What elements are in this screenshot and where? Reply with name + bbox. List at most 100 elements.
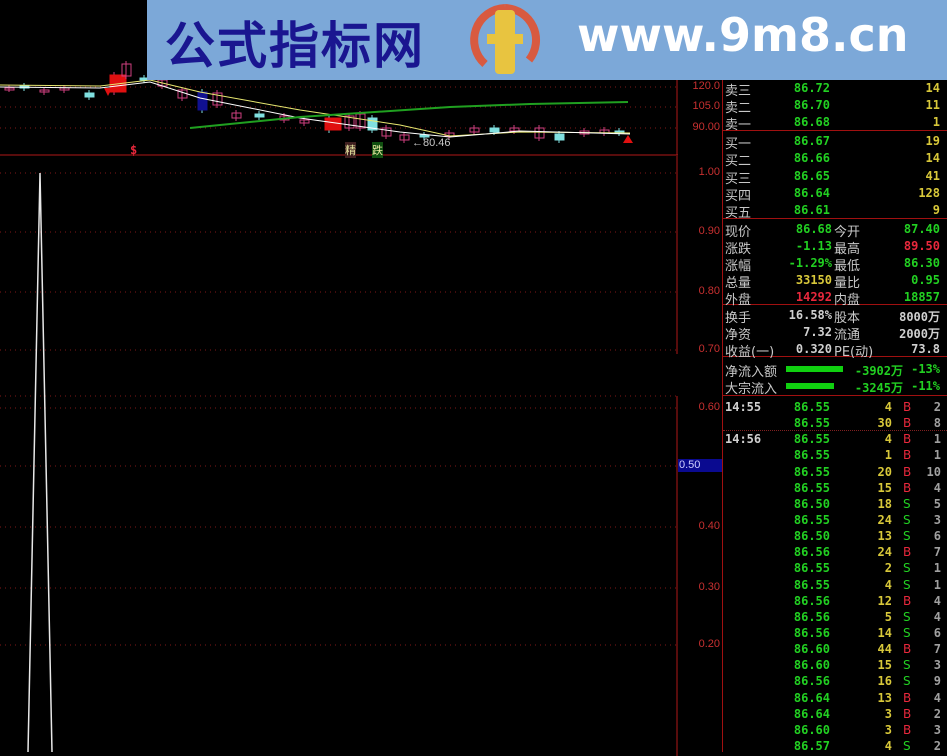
- tick-count: 4: [933, 610, 941, 624]
- tick-side: B: [903, 432, 912, 446]
- panel-separator: [722, 130, 947, 131]
- tick-count: 3: [933, 658, 941, 672]
- tick-side: B: [903, 481, 912, 495]
- price-axis-label: 120.0: [692, 80, 720, 92]
- bid-price: 86.61: [793, 203, 830, 218]
- flow-label: 净流入额: [725, 365, 778, 380]
- tick-count: 1: [933, 561, 941, 575]
- low-price-marker: ←80.46: [412, 137, 451, 149]
- bid-label: 买五: [725, 206, 752, 222]
- tick-side: S: [903, 497, 911, 511]
- tick-count: 8: [933, 416, 941, 430]
- tick-side: S: [903, 658, 911, 672]
- tick-side: S: [903, 626, 911, 640]
- fundamental-value: 16.58%: [788, 308, 832, 322]
- tick-price: 86.55: [793, 432, 830, 446]
- tick-volume: 24: [877, 513, 892, 527]
- tick-side: S: [903, 529, 911, 543]
- tick-price: 86.64: [793, 691, 830, 705]
- tick-side: B: [903, 448, 912, 462]
- quote-value: -1.29%: [788, 256, 832, 270]
- tick-side: B: [903, 545, 912, 559]
- bid-label: 买一: [725, 137, 752, 152]
- tick-volume: 24: [877, 545, 892, 559]
- tick-volume: 15: [877, 658, 892, 672]
- quote-value: 14292: [795, 290, 832, 304]
- tick-count: 4: [933, 594, 941, 608]
- fundamental-value: 0.320: [795, 342, 832, 356]
- tick-volume: 30: [877, 416, 892, 430]
- signal-tag: 跌: [372, 142, 383, 158]
- candle: [355, 113, 366, 129]
- bid-label: 买三: [725, 171, 752, 187]
- indicator-axis-label: 0.30: [698, 581, 720, 593]
- quote-label: 涨跌: [725, 242, 752, 257]
- tick-count: 10: [926, 465, 941, 479]
- tick-side: S: [903, 674, 911, 688]
- tick-price: 86.57: [793, 739, 830, 753]
- bid-label: 买四: [725, 188, 752, 204]
- fundamental-value: 73.8: [911, 342, 940, 356]
- tick-price: 86.55: [793, 513, 830, 527]
- candle: [367, 117, 378, 131]
- tick-volume: 2: [884, 561, 892, 575]
- tick-price: 86.56: [793, 545, 830, 559]
- tick-time: 14:56: [725, 432, 762, 446]
- ask-volume: 14: [925, 81, 940, 95]
- bid-volume: 14: [925, 151, 940, 166]
- quote-value: 33150: [795, 273, 832, 287]
- tick-price: 86.55: [793, 400, 830, 414]
- tick-side: B: [903, 723, 912, 737]
- candle: [4, 87, 15, 91]
- candle: [212, 92, 223, 106]
- candle: [121, 63, 132, 77]
- tick-price: 86.56: [793, 626, 830, 640]
- quote-label: 涨幅: [725, 259, 752, 274]
- candle: [554, 133, 565, 141]
- quote-value: 87.40: [903, 222, 940, 236]
- tick-price: 86.55: [793, 481, 830, 495]
- site-logo-icon: [470, 4, 541, 74]
- tick-price: 86.55: [793, 448, 830, 462]
- bid-volume: 19: [925, 134, 940, 148]
- tick-volume: 14: [877, 626, 892, 640]
- tick-count: 9: [933, 674, 941, 688]
- tick-price: 86.50: [793, 497, 830, 511]
- candle: [84, 92, 95, 98]
- minute-separator: [723, 430, 947, 431]
- tick-price: 86.55: [793, 465, 830, 479]
- tick-volume: 12: [877, 594, 892, 608]
- ask-volume: 1: [932, 115, 940, 129]
- tick-side: S: [903, 578, 911, 592]
- tick-count: 7: [933, 642, 941, 656]
- tick-count: 4: [933, 691, 941, 705]
- tick-price: 86.50: [793, 529, 830, 543]
- indicator-axis-label: 0.60: [698, 401, 720, 413]
- quote-value: 18857: [903, 290, 940, 304]
- candlestick-chart[interactable]: [0, 0, 678, 160]
- panel-separator: [722, 218, 947, 219]
- candle: [489, 127, 500, 133]
- indicator-axis-label: 1.00: [698, 166, 720, 178]
- candle: [534, 127, 545, 139]
- fundamental-label: 净资: [725, 328, 752, 343]
- current-value-label: 0.50: [678, 459, 722, 472]
- tick-count: 2: [933, 400, 941, 414]
- quote-value: 86.68: [795, 222, 832, 236]
- arrow-down-icon: [104, 88, 112, 96]
- tick-count: 6: [933, 529, 941, 543]
- indicator-axis-label: 0.80: [698, 285, 720, 297]
- candle: [344, 115, 355, 129]
- tick-side: S: [903, 561, 911, 575]
- indicator-chart[interactable]: [0, 156, 678, 756]
- tick-count: 3: [933, 723, 941, 737]
- quote-value: 89.50: [903, 239, 940, 253]
- fundamental-label: 流通: [834, 328, 861, 343]
- ask-price: 86.68: [793, 115, 830, 129]
- watermark-banner: 公式指标网 www.9m8.cn: [147, 0, 947, 80]
- indicator-axis-label: 0.70: [698, 343, 720, 355]
- fundamental-value: 8000万: [899, 310, 940, 324]
- signal-marker: $: [130, 143, 138, 157]
- tick-price: 86.55: [793, 561, 830, 575]
- tick-volume: 3: [884, 723, 892, 737]
